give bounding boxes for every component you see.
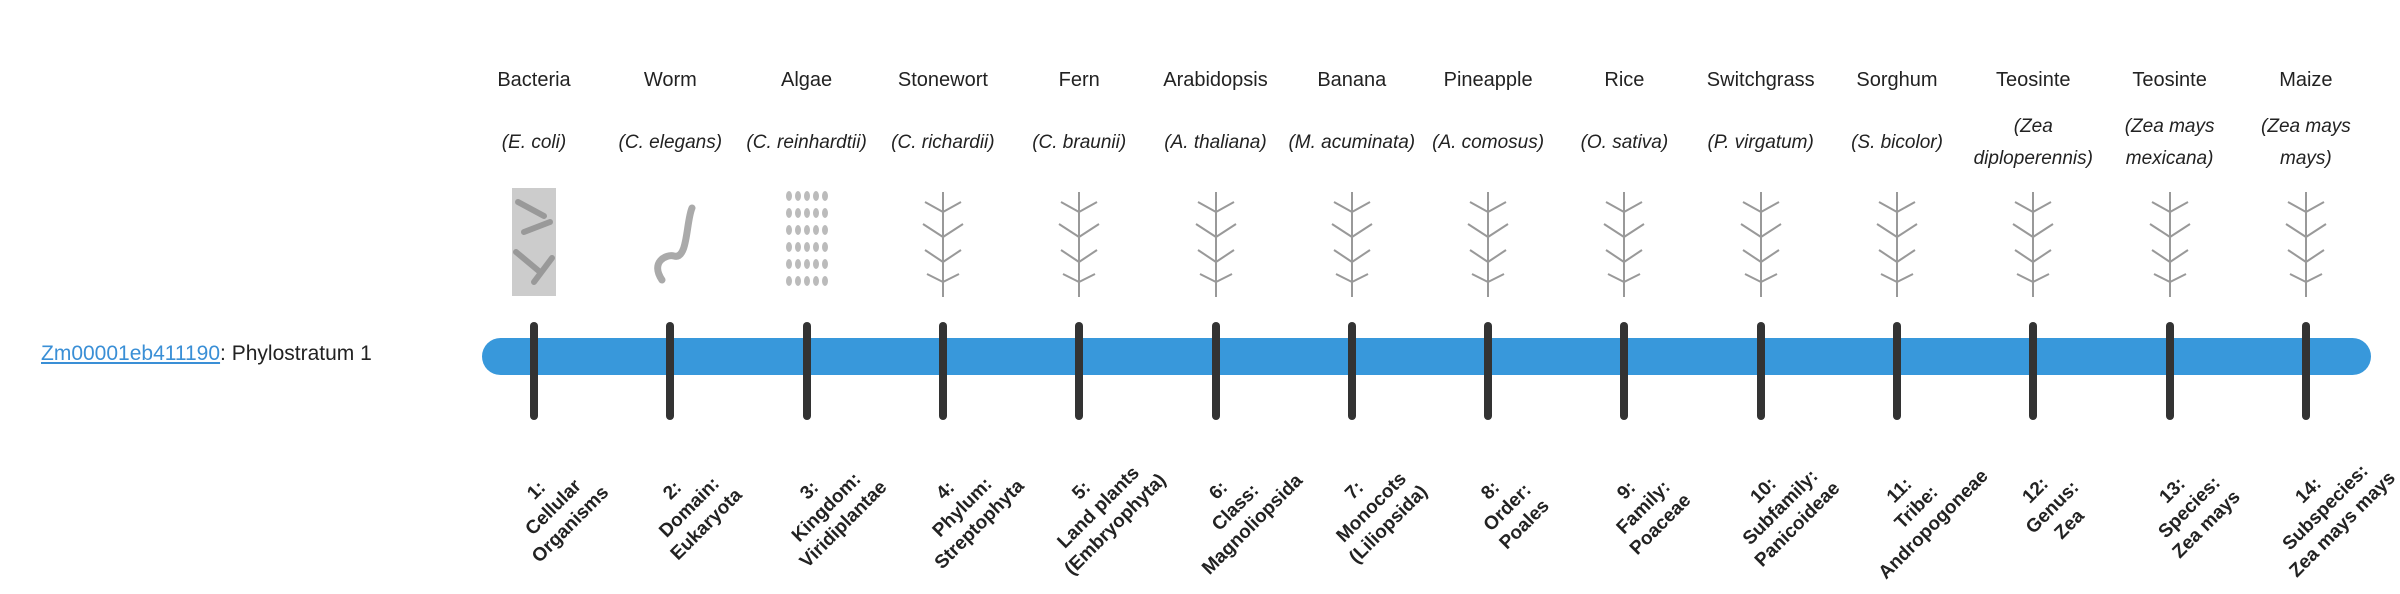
stratum-tick	[802, 322, 811, 420]
bacteria-icon	[512, 188, 556, 296]
teosinte-icon	[2012, 192, 2054, 297]
stratum-column: Switchgrass (P. virgatum)	[1693, 66, 1829, 304]
common-name: Fern	[1058, 69, 1100, 91]
stratum-tick	[1211, 322, 1220, 420]
algae-icon	[785, 191, 828, 286]
scientific-name: (Zea mays mays)	[2261, 116, 2351, 169]
fern-icon	[1058, 192, 1100, 297]
stratum-rank-label: 10: Subfamily: Panicoideae	[1695, 422, 1866, 593]
stratum-column: Pineapple (A. comosus)	[1420, 66, 1556, 304]
switchgrass-icon	[1740, 192, 1782, 297]
worm-icon	[654, 204, 696, 284]
common-name: Pineapple	[1443, 69, 1533, 91]
stratum-tick	[2165, 322, 2174, 420]
stratum-column: Teosinte (Zea diploperennis)	[1965, 66, 2101, 304]
common-name: Sorghum	[1856, 69, 1938, 91]
common-name: Bacteria	[497, 69, 571, 91]
scientific-name: (C. richardii)	[891, 132, 995, 153]
common-name: Arabidopsis	[1163, 69, 1268, 91]
stratum-column: Fern (C. braunii)	[1011, 66, 1147, 304]
stratum-tick	[530, 322, 538, 420]
scientific-name: (C. elegans)	[618, 132, 723, 153]
stratum-column: Sorghum (S. bicolor)	[1829, 66, 1965, 304]
stratum-column: Teosinte (Zea mays mexicana)	[2102, 66, 2238, 304]
stratum-rank-label: 2: Domain: Eukaryota	[605, 422, 776, 593]
stratum-tick	[2029, 322, 2038, 420]
teosinte-icon	[2149, 192, 2191, 297]
stratum-column: Worm (C. elegans)	[602, 66, 738, 304]
stratum-column: Rice (O. sativa)	[1556, 66, 1692, 304]
stratum-column: Arabidopsis (A. thaliana)	[1148, 66, 1284, 304]
stratum-tick	[2301, 322, 2310, 420]
gene-id-link[interactable]: Zm00001eb411190	[41, 342, 221, 365]
stratum-tick	[1484, 322, 1493, 420]
arabidopsis-icon	[1194, 192, 1237, 297]
pineapple-icon	[1467, 192, 1509, 297]
scientific-name: (A. thaliana)	[1164, 132, 1267, 153]
common-name: Switchgrass	[1706, 69, 1815, 91]
stonewort-icon	[922, 192, 964, 297]
scientific-name: (P. virgatum)	[1707, 132, 1814, 153]
stratum-tick	[1620, 322, 1629, 420]
stratum-tick	[1347, 322, 1356, 420]
banana-icon	[1331, 192, 1373, 297]
stratum-tick	[1075, 322, 1084, 420]
maize-icon	[2285, 192, 2327, 297]
stratum-rank-label: 4: Phylum: Streptophyta	[877, 422, 1048, 593]
stratum-column: Banana (M. acuminata)	[1284, 66, 1420, 304]
stratum-rank-label: 3: Kingdom: Viridiplantae	[741, 422, 912, 593]
stratum-column: Maize (Zea mays mays)	[2238, 66, 2374, 304]
phylostratum-timeline-bar	[482, 338, 2371, 375]
stratum-rank-label: 11: Tribe: Andropogoneae	[1831, 422, 2002, 593]
common-name: Teosinte	[1996, 69, 2071, 91]
stratum-rank-label: 14: Subspecies: Zea mays mays	[2240, 422, 2400, 593]
sorghum-icon	[1876, 192, 1918, 297]
common-name: Rice	[1604, 69, 1645, 91]
common-name: Banana	[1317, 69, 1387, 91]
scientific-name: (O. sativa)	[1580, 132, 1669, 153]
scientific-name: (Zea diploperennis)	[1973, 116, 2093, 169]
stratum-tick	[666, 322, 675, 420]
scientific-name: (Zea mays mexicana)	[2124, 116, 2215, 169]
scientific-name: (S. bicolor)	[1851, 132, 1943, 153]
stratum-rank-label: 1: Cellular Organisms	[468, 422, 639, 593]
stratum-rank-label: 5: Land plants (Embryophyta)	[1014, 422, 1185, 593]
phylostratum-text: : Phylostratum 1	[220, 342, 372, 365]
stratum-rank-label: 9: Family: Poaceae	[1559, 422, 1730, 593]
stratum-column: Algae (C. reinhardtii)	[739, 66, 875, 304]
stratum-rank-label: 6: Class: Magnoliopsida	[1150, 422, 1321, 593]
stratum-rank-label: 12: Genus: Zea	[1968, 422, 2139, 593]
scientific-name: (E. coli)	[501, 132, 567, 153]
stratum-column: Stonewort (C. richardii)	[875, 66, 1011, 304]
scientific-name: (C. braunii)	[1032, 132, 1127, 153]
common-name: Algae	[781, 69, 833, 91]
scientific-name: (M. acuminata)	[1288, 132, 1416, 153]
stratum-rank-label: 13: Species: Zea mays	[2104, 422, 2275, 593]
stratum-tick	[938, 322, 947, 420]
scientific-name: (A. comosus)	[1432, 132, 1545, 153]
common-name: Worm	[643, 69, 697, 91]
stratum-rank-label: 7: Monocots (Liliopsida)	[1286, 422, 1457, 593]
gene-phylostratum-label: Zm00001eb411190: Phylostratum 1	[41, 342, 372, 366]
stratum-rank-label: 8: Order: Poales	[1423, 422, 1594, 593]
stratum-tick	[1756, 322, 1765, 420]
common-name: Maize	[2279, 69, 2333, 91]
stratum-column: Bacteria (E. coli)	[466, 66, 602, 304]
stratum-tick	[1893, 322, 1901, 420]
rice-icon	[1603, 192, 1645, 297]
common-name: Teosinte	[2132, 69, 2207, 91]
scientific-name: (C. reinhardtii)	[746, 132, 867, 153]
common-name: Stonewort	[897, 69, 988, 91]
